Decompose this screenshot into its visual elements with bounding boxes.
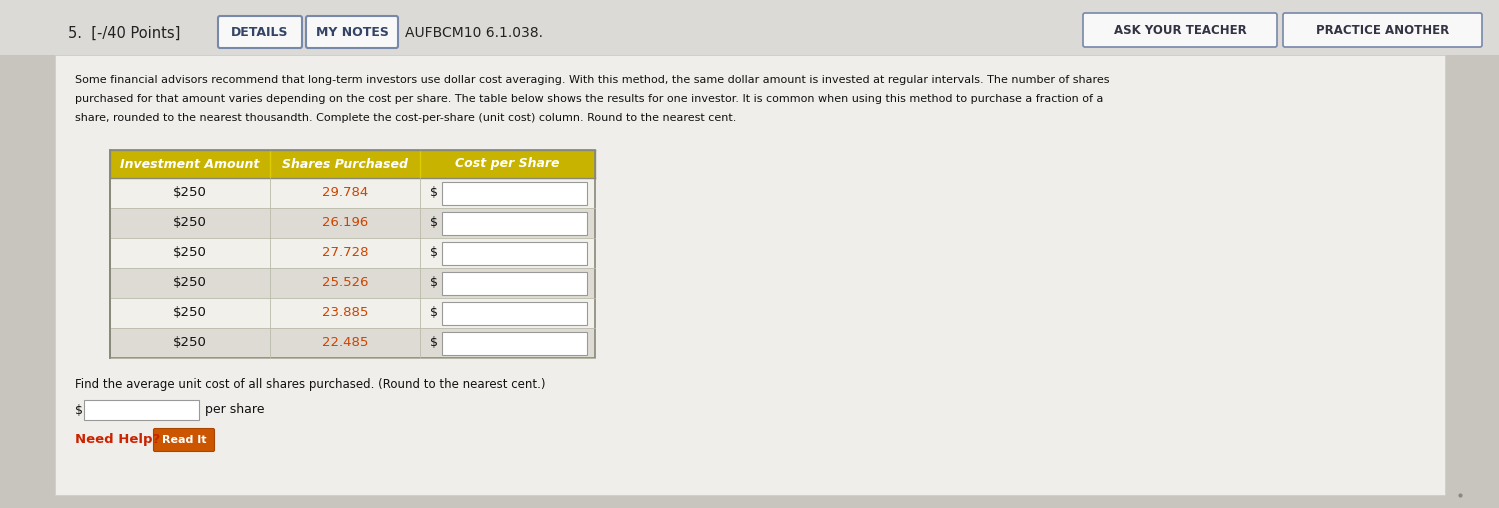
Text: ASK YOUR TEACHER: ASK YOUR TEACHER [1114,23,1246,37]
Text: 25.526: 25.526 [322,276,369,290]
Text: Investment Amount: Investment Amount [120,157,259,171]
Bar [55,55,1445,495]
Text: $250: $250 [172,186,207,200]
Bar [109,268,595,298]
Text: Some financial advisors recommend that long-term investors use dollar cost avera: Some financial advisors recommend that l… [75,75,1109,85]
FancyBboxPatch shape [217,16,301,48]
Text: 26.196: 26.196 [322,216,369,230]
Text: DETAILS: DETAILS [231,25,289,39]
Text: $250: $250 [172,276,207,290]
Text: $: $ [430,186,438,200]
Text: MY NOTES: MY NOTES [316,25,388,39]
Bar [109,208,595,238]
Bar [442,182,588,205]
Bar [0,0,1499,55]
Text: $: $ [430,276,438,290]
Text: PRACTICE ANOTHER: PRACTICE ANOTHER [1316,23,1450,37]
Bar [442,302,588,325]
Text: per share: per share [205,403,264,417]
Text: Read It: Read It [162,435,207,445]
Text: share, rounded to the nearest thousandth. Complete the cost-per-share (unit cost: share, rounded to the nearest thousandth… [75,113,736,123]
Text: $: $ [75,403,82,417]
Text: $250: $250 [172,336,207,350]
Bar [442,242,588,265]
Bar [442,332,588,355]
Text: 5.  [-/40 Points]: 5. [-/40 Points] [67,25,180,41]
FancyBboxPatch shape [153,429,214,452]
Text: 29.784: 29.784 [322,186,369,200]
Text: $: $ [430,336,438,350]
Text: purchased for that amount varies depending on the cost per share. The table belo: purchased for that amount varies dependi… [75,94,1103,104]
Text: Find the average unit cost of all shares purchased. (Round to the nearest cent.): Find the average unit cost of all shares… [75,378,546,391]
Text: $250: $250 [172,246,207,260]
Text: Need Help?: Need Help? [75,432,160,446]
Text: $: $ [430,306,438,320]
Text: 23.885: 23.885 [322,306,369,320]
FancyBboxPatch shape [1283,13,1483,47]
Bar [109,328,595,358]
Text: 22.485: 22.485 [322,336,369,350]
Text: $250: $250 [172,216,207,230]
Bar [109,178,595,208]
Text: 27.728: 27.728 [322,246,369,260]
Bar [84,400,199,420]
Text: Shares Purchased: Shares Purchased [282,157,408,171]
FancyBboxPatch shape [306,16,399,48]
Bar [109,150,595,358]
Bar [109,298,595,328]
Text: Cost per Share: Cost per Share [456,157,559,171]
Bar [109,238,595,268]
Text: $: $ [430,246,438,260]
Text: $: $ [430,216,438,230]
Bar [442,272,588,295]
Text: AUFBCM10 6.1.038.: AUFBCM10 6.1.038. [405,26,543,40]
Bar [442,212,588,235]
Bar [109,150,595,178]
FancyBboxPatch shape [1082,13,1277,47]
Text: $250: $250 [172,306,207,320]
